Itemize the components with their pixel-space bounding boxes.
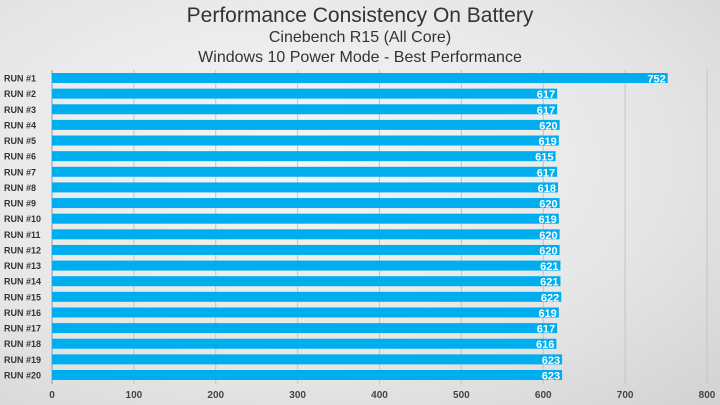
category-label: RUN #13: [4, 261, 41, 271]
x-tick-label: 300: [289, 390, 306, 401]
category-label: RUN #10: [4, 214, 41, 224]
bar: [52, 73, 668, 83]
bar: [52, 291, 562, 302]
data-label: 620: [539, 199, 557, 211]
data-label: 619: [538, 308, 556, 320]
data-label: 618: [538, 183, 556, 195]
data-label: 620: [539, 120, 557, 132]
category-label: RUN #4: [4, 120, 36, 130]
category-label: RUN #19: [4, 355, 41, 365]
data-label: 621: [540, 261, 558, 273]
x-tick-label: 400: [371, 390, 388, 401]
bar: [52, 354, 563, 365]
bar: [52, 166, 558, 177]
category-label: RUN #17: [4, 324, 41, 334]
bar: [52, 338, 557, 349]
bar: [52, 276, 561, 287]
data-label: 616: [536, 339, 554, 351]
data-label: 619: [538, 214, 556, 226]
x-tick-label: 800: [699, 390, 716, 401]
data-label: 623: [542, 355, 560, 367]
category-label: RUN #1: [4, 74, 36, 84]
category-label: RUN #11: [4, 230, 41, 240]
category-label: RUN #6: [4, 152, 36, 162]
category-label: RUN #16: [4, 308, 41, 318]
category-label: RUN #12: [4, 245, 41, 255]
data-label: 752: [647, 74, 665, 86]
bar: [52, 135, 559, 146]
data-label: 623: [542, 371, 560, 383]
bar: [52, 244, 560, 255]
chart-titles: Performance Consistency On Battery Cineb…: [0, 4, 720, 68]
x-tick-label: 500: [453, 390, 470, 401]
category-label: RUN #7: [4, 167, 36, 177]
x-tick-label: 0: [49, 390, 55, 401]
category-label: RUN #9: [4, 199, 36, 209]
bar: [52, 182, 558, 193]
data-label: 620: [539, 230, 557, 242]
x-tick-label: 700: [617, 390, 634, 401]
category-label: RUN #5: [4, 136, 36, 146]
category-label: RUN #15: [4, 292, 41, 302]
bar: [52, 151, 556, 162]
data-label: 617: [537, 89, 555, 101]
chart-subtitle: Cinebench R15 (All Core): [268, 29, 452, 46]
category-label: RUN #2: [4, 89, 36, 99]
data-label: 617: [537, 105, 555, 117]
bar: [52, 323, 558, 334]
data-label: 615: [535, 152, 553, 164]
bar: [52, 119, 560, 130]
chart-subtitle-2: Windows 10 Power Mode - Best Performance: [198, 49, 522, 66]
bar: [52, 88, 558, 99]
data-label: 621: [540, 277, 558, 289]
chart-title: Performance Consistency On Battery: [186, 4, 534, 27]
bar: [52, 307, 559, 318]
category-label: RUN #3: [4, 105, 36, 115]
bar: [52, 229, 560, 240]
category-label: RUN #14: [4, 277, 41, 287]
data-label: 617: [537, 167, 555, 179]
data-label: 622: [541, 292, 559, 304]
data-label: 617: [537, 324, 555, 336]
x-tick-label: 100: [126, 390, 143, 401]
x-tick-label: 600: [535, 390, 552, 401]
category-label: RUN #20: [4, 371, 41, 381]
data-label: 619: [538, 136, 556, 148]
bar: [52, 198, 560, 209]
bar: [52, 370, 563, 380]
bar: [52, 104, 558, 115]
data-label: 620: [539, 245, 557, 257]
bar: [52, 260, 561, 271]
bar: [52, 213, 559, 224]
category-label: RUN #18: [4, 339, 41, 349]
category-label: RUN #8: [4, 183, 36, 193]
x-tick-label: 200: [207, 390, 224, 401]
